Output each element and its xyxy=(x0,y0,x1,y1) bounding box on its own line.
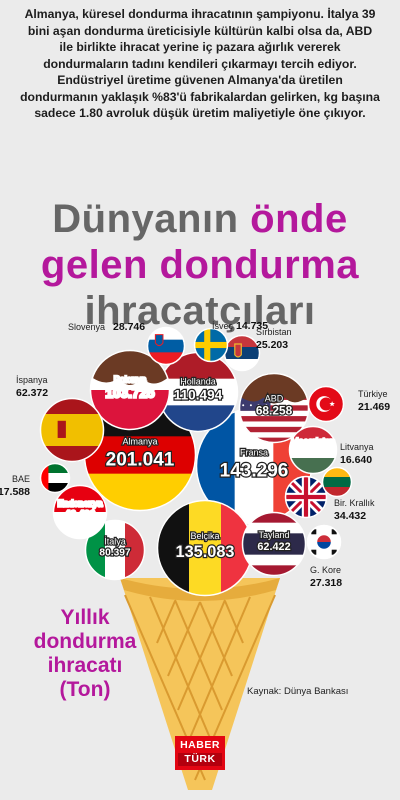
source-text: Kaynak: Dünya Bankası xyxy=(247,686,349,697)
bubble-outline xyxy=(288,425,338,475)
bubble-outline xyxy=(241,511,307,577)
headline-part1: Dünyanın xyxy=(52,197,251,241)
label-serbia-name: Sırbistan xyxy=(256,327,292,337)
label-sweden-name: İsveç xyxy=(212,321,234,331)
bubble-outline xyxy=(321,466,353,498)
headline-part3: ihracatçıları xyxy=(84,289,316,333)
label-lithuania-name: Litvanya xyxy=(340,442,374,452)
label-belgium-name: Belçika xyxy=(190,531,219,541)
bubble-outline xyxy=(284,475,328,519)
bubble-outline xyxy=(306,524,342,560)
label-usa-name: ABD xyxy=(265,393,284,403)
label-poland-value: 103.725 xyxy=(105,385,155,400)
label-slovenia-name: Slovenya xyxy=(68,322,105,332)
label-netherlands-value: 110.494 xyxy=(174,387,223,402)
bubble-usa xyxy=(239,373,309,443)
label-uk-name: Bir. Krallık xyxy=(334,498,375,508)
label-korea-name: G. Kore xyxy=(310,565,341,575)
bubble-outline xyxy=(39,462,71,494)
label-indonesia-value: 46.420 xyxy=(65,510,96,521)
label-uk-value: 34.432 xyxy=(334,510,366,522)
bubble-labels: Almanya 201.041 Fransa 143.296 Belçika 135.08… xyxy=(0,320,390,589)
label-korea-value: 27.318 xyxy=(310,577,342,589)
label-netherlands-name: Hollanda xyxy=(180,377,216,387)
label-turkey-value: 21.469 xyxy=(358,401,390,413)
label-usa-value: 68.258 xyxy=(256,404,293,418)
bubble-lithuania xyxy=(322,467,352,497)
haberturk-logo: HABER TÜRK xyxy=(175,736,225,770)
label-turkey-name: Türkiye xyxy=(358,389,388,399)
bubble-thailand xyxy=(242,512,306,576)
label-germany-name: Almanya xyxy=(122,437,157,447)
label-lithuania-value: 16.640 xyxy=(340,454,372,466)
label-sweden-value: 14.735 xyxy=(236,320,268,332)
bubble-outline xyxy=(193,327,229,363)
bubbles xyxy=(39,326,353,597)
label-thailand-name: Tayland xyxy=(258,530,289,540)
label-spain-value: 62.372 xyxy=(16,387,48,399)
label-uae-value: 17.588 xyxy=(0,486,30,498)
label-spain-name: İspanya xyxy=(16,375,48,385)
label-france-value: 143.296 xyxy=(220,460,289,481)
bubble-outline xyxy=(52,484,108,540)
label-poland-name: Polonya xyxy=(114,375,147,385)
label-slovenia-value: 28.746 xyxy=(113,321,145,333)
intro-text: Almanya, küresel dondurma ihracatının şa… xyxy=(20,7,380,120)
headline-part2: önde gelen dondurma xyxy=(40,197,360,287)
label-germany-value: 201.041 xyxy=(106,449,175,470)
label-uae-name: BAE xyxy=(12,474,30,484)
logo-line1: HABER xyxy=(180,739,220,751)
bubble-outline xyxy=(39,397,105,463)
bubble-uae xyxy=(40,463,70,493)
label-serbia-value: 25.203 xyxy=(256,339,288,351)
bubble-outline xyxy=(307,385,345,423)
bubble-outline xyxy=(84,519,146,581)
bubble-outline xyxy=(146,326,186,366)
label-indonesia-name: Endonezya xyxy=(57,499,102,509)
label-hungary-value: 43.910 xyxy=(298,448,329,459)
legend-text: Yıllık dondurma ihracatı (Ton) xyxy=(33,606,137,701)
label-france-name: Fransa xyxy=(240,448,268,458)
label-italy-name: İtalya xyxy=(104,536,126,546)
label-thailand-value: 62.422 xyxy=(257,541,290,553)
headline: Dünyanın önde gelen dondurma ihracatçıla… xyxy=(0,196,400,334)
logo-line2: TÜRK xyxy=(178,753,222,766)
label-hungary-name: Macaristan xyxy=(291,437,335,447)
bubble-outline xyxy=(89,349,171,431)
label-belgium-value: 135.083 xyxy=(176,543,235,561)
label-italy-value: 80.397 xyxy=(99,548,130,559)
